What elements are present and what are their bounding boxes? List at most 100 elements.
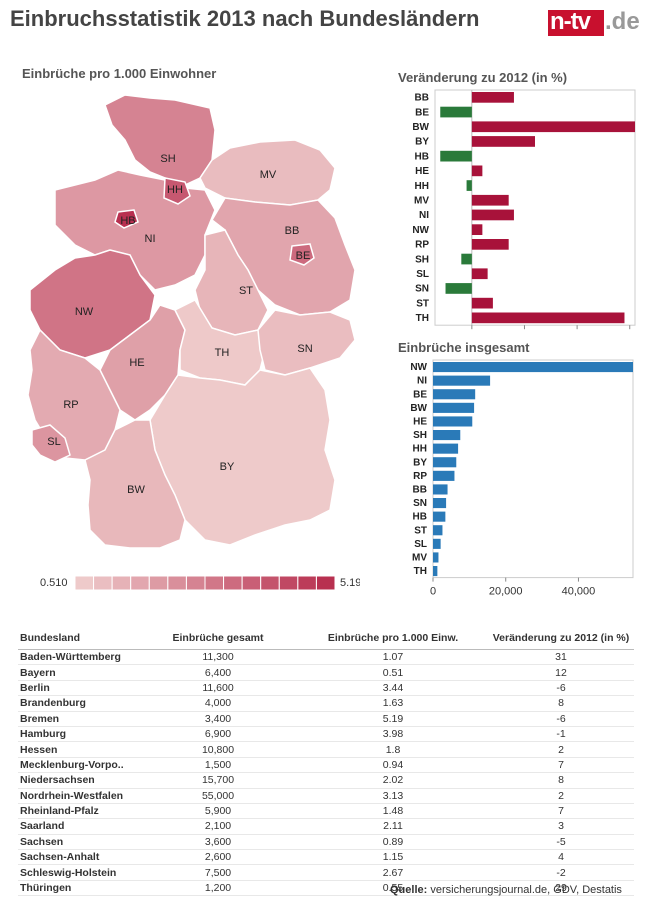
total-category-label: BE (413, 389, 427, 400)
table-cell: 0.55 (298, 880, 488, 897)
total-category-label: BW (410, 403, 427, 414)
table-cell: 1.8 (298, 741, 488, 758)
table-row: Hessen 10,800 1.8 2 (18, 741, 634, 758)
total-bar-he (433, 416, 473, 427)
change-bar-th (471, 312, 625, 324)
table-cell: 1,200 (138, 880, 298, 897)
region-mv[interactable] (199, 139, 336, 206)
map-label-sn: SN (297, 343, 312, 355)
map-label-ni: NI (145, 233, 156, 245)
legend-step (297, 575, 317, 591)
table-cell: 4 (488, 849, 634, 866)
table-row: Saarland 2,100 2.11 3 (18, 818, 634, 835)
legend-step (260, 575, 280, 591)
legend-step (74, 575, 95, 591)
map-label-bw: BW (127, 484, 145, 496)
region-sl[interactable] (31, 424, 71, 463)
change-bar-bw (471, 121, 635, 133)
table-cell: Bremen (18, 711, 138, 727)
table-row: Bremen 3,400 5.19 -6 (18, 711, 634, 727)
legend-min-label: 0.510 (40, 577, 68, 589)
table-cell: 0.89 (298, 834, 488, 851)
change-bar-rp (471, 239, 509, 250)
table-cell: 2 (488, 788, 634, 804)
table-cell: 8 (488, 695, 634, 712)
table-row: Sachsen 3,600 0.89 -5 (18, 834, 634, 851)
total-bar-nw (433, 362, 633, 373)
table-cell: 15,700 (138, 772, 298, 789)
source-text: versicherungsjournal.de, GDV, Destatis (430, 884, 622, 896)
table-cell: 12 (488, 664, 634, 681)
table-cell: 2.11 (298, 818, 488, 835)
map-label-sh: SH (160, 153, 175, 165)
legend-step (278, 575, 299, 591)
total-bar-sl (433, 538, 441, 549)
total-bar-bb (433, 484, 448, 495)
table-cell: 3.44 (298, 680, 488, 697)
map-label-bb: BB (285, 225, 300, 237)
table-cell: 7 (488, 757, 634, 774)
total-bar-st (433, 525, 443, 536)
total-bar-by (433, 457, 457, 468)
region-be[interactable] (289, 243, 315, 266)
total-category-label: NW (410, 362, 427, 373)
total-category-label: HE (413, 416, 427, 427)
total-bar-rp (433, 470, 455, 481)
region-bw[interactable] (84, 419, 186, 549)
ntv-logo[interactable]: n-tv .de (548, 8, 640, 36)
change-category-label: BW (412, 122, 429, 133)
total-bar-hh (433, 443, 459, 454)
change-bar-ni (471, 209, 514, 221)
table-cell: 1.15 (298, 849, 488, 866)
map-label-be: BE (296, 250, 311, 262)
table-cell: 0.51 (298, 664, 488, 681)
change-category-label: SH (415, 254, 429, 265)
table-cell: 1.48 (298, 803, 488, 820)
change-bar-mv (471, 194, 509, 206)
change-category-label: BB (415, 93, 429, 104)
change-bar-bb (471, 92, 514, 103)
table-cell: 6,900 (138, 726, 298, 743)
change-bar-sl (471, 268, 488, 280)
total-bar-chart: NW NI BE BW HE SH HH BY RP BB SN HB ST SL MV TH0 20,000 4… (410, 359, 634, 596)
total-bar-bw (433, 402, 475, 413)
table-cell: 0.94 (298, 757, 488, 774)
table-cell: 55,000 (138, 788, 298, 804)
region-sn[interactable] (257, 309, 356, 376)
table-cell: -6 (488, 711, 634, 727)
legend-step (185, 575, 206, 591)
total-category-label: HH (413, 444, 427, 455)
table-cell: 6,400 (138, 664, 298, 681)
table-cell: 3 (488, 818, 634, 835)
change-bar-chart: BBBEBWBYHBHEHHMVNINWRPSHSLSNSTTH0102030 (412, 89, 636, 330)
change-category-label: HB (415, 151, 429, 162)
table-row: Mecklenburg-Vorpo.. 1,500 0.94 7 (18, 757, 634, 774)
region-hb[interactable] (114, 209, 139, 229)
source-label: Quelle: (390, 884, 428, 896)
table-cell: 1.07 (298, 649, 488, 666)
total-plot-area (432, 359, 634, 579)
table-header-cell: Einbrüche gesamt (138, 626, 298, 650)
total-category-label: BB (413, 484, 427, 495)
table-cell: 2,100 (138, 818, 298, 835)
table-cell: 7,500 (138, 864, 298, 881)
source-note: Quelle: versicherungsjournal.de, GDV, De… (390, 884, 622, 896)
change-bar-hh (466, 180, 472, 191)
total-bar-sh (433, 430, 461, 441)
table-cell: 4,000 (138, 695, 298, 712)
legend-step (241, 575, 262, 591)
map-label-st: ST (239, 285, 253, 297)
table-row: Schleswig-Holstein 7,500 2.67 -2 (18, 864, 634, 881)
legend-step (148, 575, 169, 591)
table-cell: Sachsen (18, 834, 138, 851)
legend-max-label: 5.190 (340, 577, 360, 589)
table-cell: 3,600 (138, 834, 298, 851)
table-cell: 7 (488, 803, 634, 820)
region-hh[interactable] (163, 177, 191, 205)
map-label-th: TH (215, 347, 230, 359)
legend-steps (74, 575, 336, 591)
map-label-hh: HH (167, 184, 183, 196)
table-row: Sachsen-Anhalt 2,600 1.15 4 (18, 849, 634, 866)
table-cell: Berlin (18, 680, 138, 697)
change-bar-sh (461, 253, 472, 265)
